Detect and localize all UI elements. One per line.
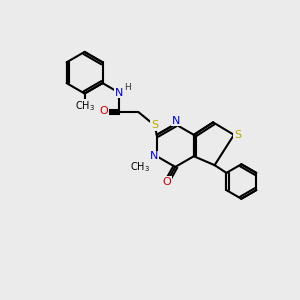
Text: O: O [163, 177, 171, 187]
Text: CH$_3$: CH$_3$ [130, 160, 150, 173]
Text: CH$_3$: CH$_3$ [75, 99, 94, 113]
Text: H: H [124, 83, 131, 92]
Text: N: N [115, 88, 123, 98]
Text: O: O [100, 106, 109, 116]
Text: S: S [151, 120, 158, 130]
Text: N: N [150, 151, 158, 161]
Text: S: S [234, 130, 241, 140]
Text: N: N [172, 116, 180, 126]
